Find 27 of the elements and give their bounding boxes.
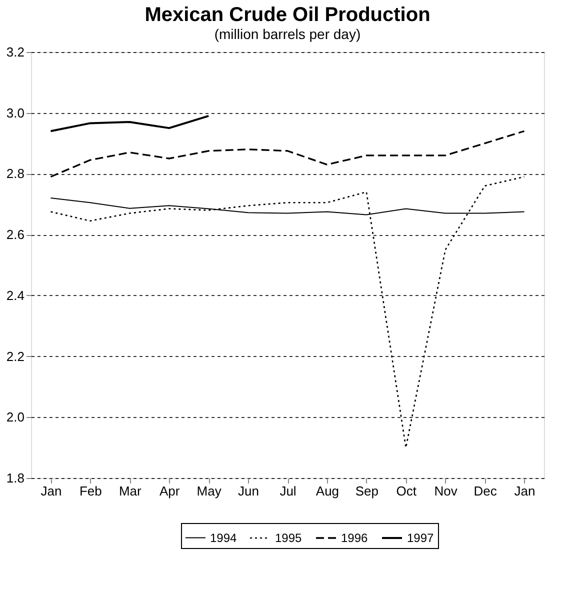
x-tick-label: Nov (434, 484, 458, 498)
y-tick-label: 1.8 (6, 470, 24, 486)
y-tick-label: 2.8 (6, 166, 24, 182)
y-tick-label: 2.6 (6, 227, 24, 242)
y-tick-label: 2.4 (6, 288, 24, 303)
x-tick-label: Oct (396, 484, 417, 498)
legend-label: 1997 (407, 531, 434, 545)
x-tick-label: Sep (355, 484, 378, 498)
x-tick-label: Jul (280, 484, 296, 498)
x-tick-label: Apr (160, 484, 180, 498)
chart-subtitle: (million barrels per day) (214, 26, 361, 42)
y-tick-label: 3.2 (6, 44, 24, 60)
legend-label: 1996 (341, 531, 368, 545)
x-tick-label: Feb (79, 484, 102, 498)
x-tick-label: Mar (118, 484, 142, 498)
y-tick-label: 3.0 (6, 105, 24, 120)
x-tick-label: Aug (316, 484, 340, 498)
x-tick-label: Jun (238, 484, 260, 498)
legend-label: 1995 (275, 531, 302, 545)
x-tick-label: May (196, 484, 222, 498)
x-tick-label: Dec (474, 484, 498, 498)
legend-label: 1994 (210, 530, 238, 545)
x-tick-label: Jan (40, 484, 62, 498)
chart-title: Mexican Crude Oil Production (144, 4, 430, 26)
y-tick-label: 2.2 (6, 348, 24, 364)
x-tick-label: Jan (514, 484, 536, 498)
y-tick-label: 2.0 (6, 410, 24, 425)
